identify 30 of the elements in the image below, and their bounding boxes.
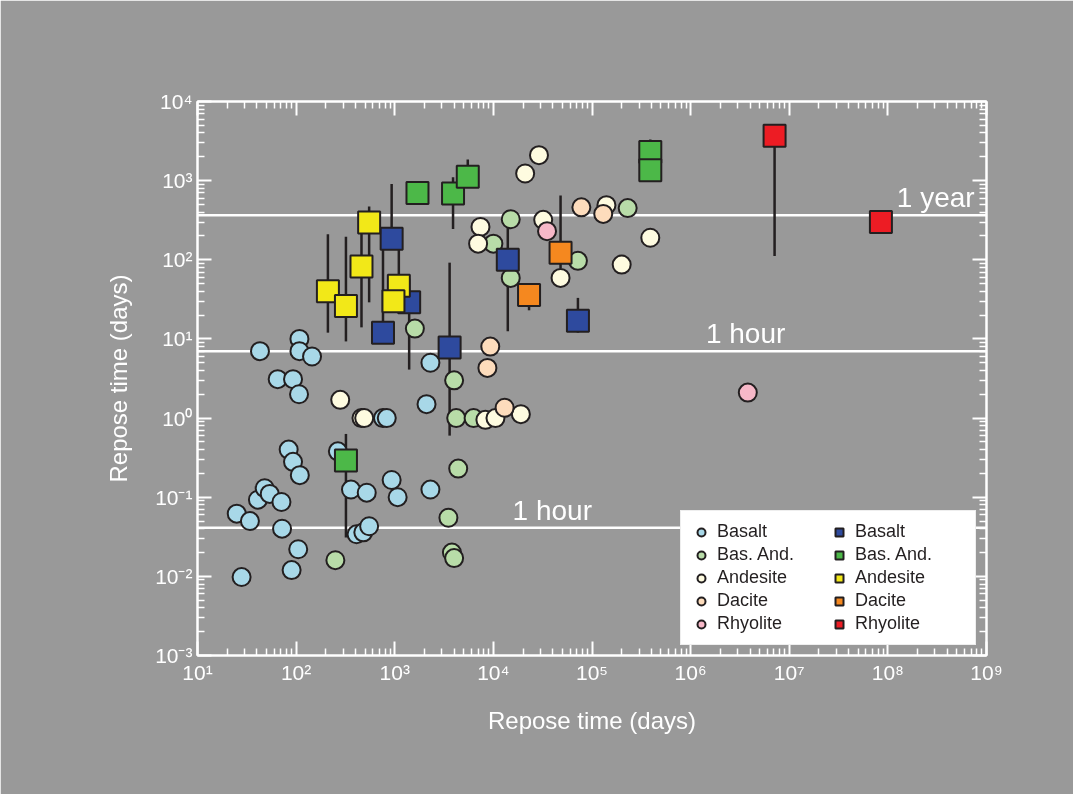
legend-label: Rhyolite <box>717 613 784 634</box>
x-tick-label: 10⁵ <box>575 660 609 684</box>
y-tick-label: 10⁴ <box>160 90 193 113</box>
legend-label: Bas. And. <box>855 544 934 565</box>
x-tick-label: 10⁹ <box>970 660 1003 684</box>
y-tick-label: 10¹ <box>162 327 193 351</box>
legend-label: Dacite <box>717 590 770 611</box>
y-tick-label: 10² <box>162 248 193 272</box>
y-tick-label: 10⁰ <box>162 406 193 430</box>
legend-label: Andesite <box>717 567 789 588</box>
legend-label: Basalt <box>855 521 907 542</box>
legend-label: Bas. And. <box>717 544 796 565</box>
x-axis-title: Repose time (days) <box>487 706 697 734</box>
x-tick-label: 10² <box>280 660 312 684</box>
y-tick-label: 10⁻² <box>155 564 193 588</box>
legend-label: Andesite <box>855 567 927 588</box>
x-tick-label: 10⁸ <box>871 660 904 684</box>
legend-label: Rhyolite <box>855 613 922 634</box>
legend-label: Dacite <box>855 590 908 611</box>
y-tick-label: 10³ <box>162 169 193 193</box>
ref-line-label: 1 hour <box>705 318 786 350</box>
x-tick-label: 10⁶ <box>674 660 707 684</box>
y-axis-title: Repose time (days) <box>105 274 133 483</box>
ref-line-label: 1 hour <box>512 494 593 526</box>
y-tick-label: 10⁻¹ <box>155 485 193 509</box>
ref-line-label: 1 year <box>896 182 975 214</box>
legend-label: Basalt <box>717 521 769 542</box>
x-tick-label: 10⁴ <box>477 660 510 684</box>
x-tick-label: 10⁷ <box>773 660 805 684</box>
x-tick-label: 10³ <box>379 660 410 684</box>
